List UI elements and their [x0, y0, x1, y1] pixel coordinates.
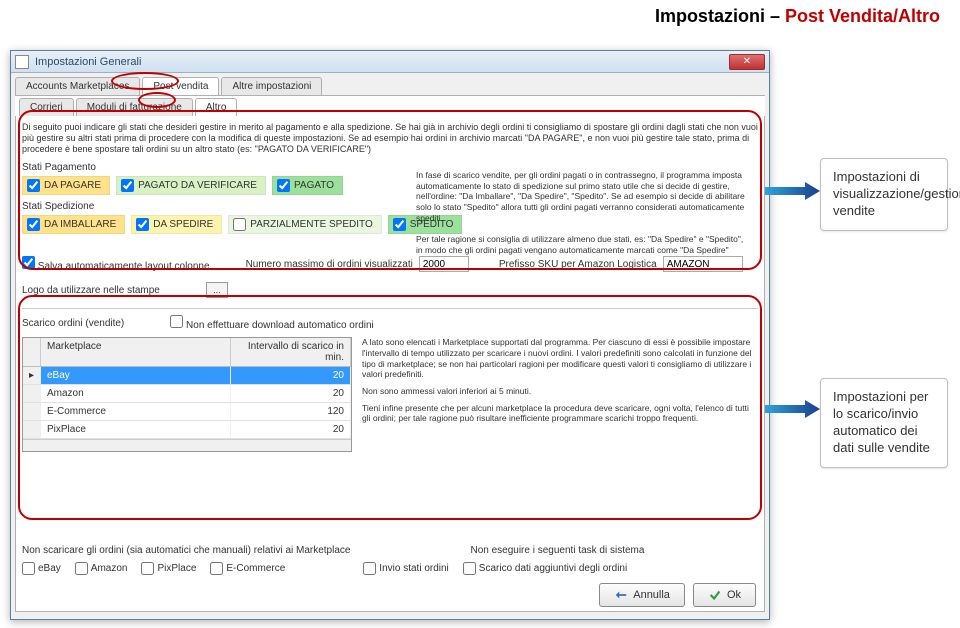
subtab-moduli-di-fatturazione[interactable]: Moduli di fatturazione	[76, 98, 193, 116]
table-row[interactable]: PixPlace20	[23, 421, 351, 439]
right-info-1: In fase di scarico vendite, per gli ordi…	[416, 170, 751, 223]
tab-altre-impostazioni[interactable]: Altre impostazioni	[221, 77, 322, 95]
tab-accounts-marketplaces[interactable]: Accounts Marketplaces	[15, 77, 140, 95]
scarico-side-1: A lato sono elencati i Marketplace suppo…	[362, 337, 758, 380]
ok-button[interactable]: Ok	[693, 583, 756, 607]
dialog-buttons: Annulla Ok	[599, 583, 756, 607]
status-chip[interactable]: DA IMBALLARE	[22, 215, 125, 234]
prefisso-sku-input[interactable]	[663, 256, 743, 272]
separator	[22, 308, 758, 309]
settings-window: Impostazioni Generali ✕ Accounts Marketp…	[10, 50, 770, 620]
main-tabs: Accounts MarketplacesPost venditaAltre i…	[11, 73, 769, 95]
status-chip[interactable]: PAGATO	[272, 176, 343, 195]
title-suffix: Post Vendita/Altro	[785, 6, 940, 26]
scarico-side-2: Non sono ammessi valori inferiori ai 5 m…	[362, 386, 758, 397]
logo-label: Logo da utilizzare nelle stampe	[22, 285, 160, 296]
col-interval: Intervallo di scarico in min.	[231, 338, 351, 366]
titlebar: Impostazioni Generali ✕	[11, 51, 769, 73]
task-sistema-label: Non eseguire i seguenti task di sistema	[470, 545, 644, 556]
table-row[interactable]: E-Commerce120	[23, 403, 351, 421]
callout-top: Impostazioni di visualizzazione/gestione…	[820, 158, 948, 231]
tab-post-vendita[interactable]: Post vendita	[142, 77, 219, 95]
mp-checkbox[interactable]: PixPlace	[141, 562, 196, 575]
window-title: Impostazioni Generali	[35, 56, 729, 68]
subtab-corrieri[interactable]: Corrieri	[19, 98, 74, 116]
right-info-2: Per tale ragione si consiglia di utilizz…	[416, 234, 751, 255]
logo-browse-button[interactable]: ...	[206, 282, 228, 298]
marketplace-grid[interactable]: Marketplace Intervallo di scarico in min…	[22, 337, 352, 452]
app-icon	[15, 55, 29, 69]
max-ordini-label: Numero massimo di ordini visualizzati	[246, 259, 413, 270]
status-chip[interactable]: PAGATO DA VERIFICARE	[116, 176, 266, 195]
subtab-altro[interactable]: Altro	[195, 98, 238, 116]
scarico-label: Scarico ordini (vendite)	[22, 318, 124, 329]
prefisso-sku-label: Prefisso SKU per Amazon Logistica	[499, 259, 657, 270]
no-download-checkbox[interactable]: Non effettuare download automatico ordin…	[170, 315, 374, 331]
arrow-top	[765, 182, 820, 200]
mp-checkbox[interactable]: Amazon	[75, 562, 128, 575]
non-scaricare-label: Non scaricare gli ordini (sia automatici…	[22, 545, 350, 556]
cancel-button[interactable]: Annulla	[599, 583, 685, 607]
sub-tabs: CorrieriModuli di fatturazioneAltro	[15, 95, 765, 116]
ok-icon	[708, 588, 722, 602]
max-ordini-input[interactable]	[419, 256, 469, 272]
table-row[interactable]: Amazon20	[23, 385, 351, 403]
status-chip[interactable]: DA PAGARE	[22, 176, 110, 195]
title-prefix: Impostazioni –	[655, 6, 785, 26]
callout-bottom: Impostazioni per lo scarico/invio automa…	[820, 378, 948, 468]
table-row[interactable]: ▸eBay20	[23, 367, 351, 385]
salva-layout-checkbox[interactable]: Salva automaticamente layout colonne	[22, 256, 210, 272]
mp-checkbox[interactable]: eBay	[22, 562, 61, 575]
task-checkbox[interactable]: Scarico dati aggiuntivi degli ordini	[463, 562, 627, 575]
cancel-icon	[614, 588, 628, 602]
scarico-side-3: Tieni infine presente che per alcuni mar…	[362, 403, 758, 424]
close-button[interactable]: ✕	[729, 54, 765, 70]
arrow-bottom	[765, 400, 820, 418]
slide-title: Impostazioni – Post Vendita/Altro	[655, 6, 940, 27]
status-chip[interactable]: DA SPEDIRE	[131, 215, 222, 234]
status-chip[interactable]: PARZIALMENTE SPEDITO	[228, 215, 381, 234]
grid-header: Marketplace Intervallo di scarico in min…	[23, 338, 351, 367]
content-area: Di seguito puoi indicare gli stati che d…	[15, 116, 765, 612]
mp-checkbox[interactable]: E-Commerce	[210, 562, 285, 575]
intro-text: Di seguito puoi indicare gli stati che d…	[22, 122, 758, 154]
task-checkbox[interactable]: Invio stati ordini	[363, 562, 448, 575]
col-marketplace: Marketplace	[41, 338, 231, 366]
